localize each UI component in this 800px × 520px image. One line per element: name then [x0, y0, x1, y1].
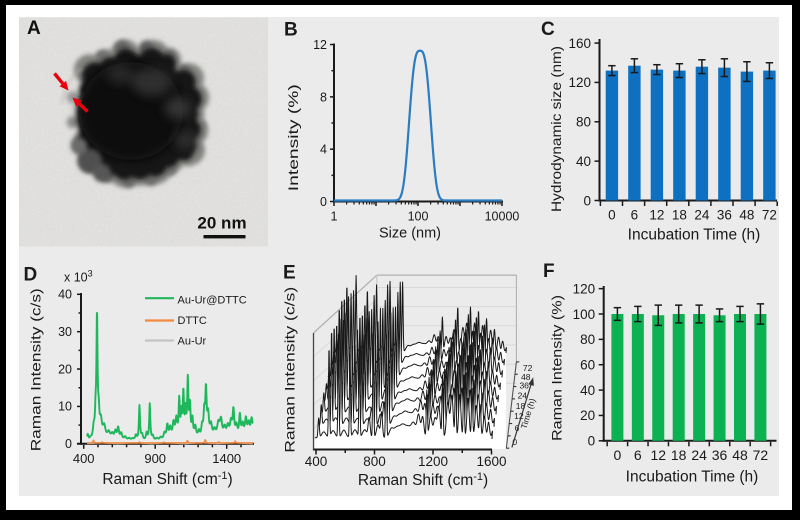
svg-text:Raman Shift (cm-1): Raman Shift (cm-1): [102, 470, 232, 488]
svg-text:Raman Shift (cm-1): Raman Shift (cm-1): [358, 471, 488, 489]
svg-text:36: 36: [712, 447, 728, 463]
svg-text:10: 10: [58, 400, 72, 414]
svg-text:24: 24: [518, 390, 528, 400]
svg-text:8: 8: [320, 90, 327, 104]
svg-text:1: 1: [331, 210, 338, 224]
svg-text:160: 160: [568, 36, 591, 51]
svg-text:400: 400: [305, 454, 328, 469]
svg-text:Au-Ur@DTTC: Au-Ur@DTTC: [178, 295, 247, 307]
svg-text:6: 6: [634, 447, 642, 463]
svg-text:D: D: [24, 264, 38, 285]
svg-text:0: 0: [608, 207, 616, 222]
svg-text:x 103: x 103: [64, 269, 93, 285]
svg-text:Intensity (%): Intensity (%): [285, 84, 301, 191]
svg-text:20 nm: 20 nm: [197, 214, 246, 233]
svg-text:80: 80: [580, 332, 595, 347]
svg-text:0: 0: [588, 434, 596, 449]
svg-text:24: 24: [694, 207, 710, 222]
svg-text:60: 60: [580, 358, 595, 373]
svg-text:72: 72: [753, 447, 769, 463]
svg-text:DTTC: DTTC: [178, 315, 207, 327]
svg-text:B: B: [284, 20, 298, 41]
svg-text:0: 0: [512, 437, 517, 447]
svg-text:4: 4: [320, 143, 327, 157]
svg-text:400: 400: [73, 451, 95, 466]
svg-text:72: 72: [762, 207, 777, 222]
svg-text:1600: 1600: [476, 454, 506, 469]
svg-text:Au-Ur: Au-Ur: [178, 336, 207, 348]
svg-text:36: 36: [519, 381, 529, 391]
svg-text:6: 6: [631, 207, 639, 222]
svg-text:800: 800: [363, 454, 386, 469]
svg-text:18: 18: [671, 447, 687, 463]
svg-text:24: 24: [691, 447, 707, 463]
svg-text:F: F: [543, 261, 555, 282]
svg-text:40: 40: [580, 383, 595, 398]
svg-text:Hydrodynamic size (nm): Hydrodynamic size (nm): [548, 46, 564, 212]
svg-text:12: 12: [514, 411, 524, 421]
svg-text:72: 72: [523, 363, 533, 373]
svg-text:80: 80: [576, 115, 591, 130]
svg-text:18: 18: [516, 401, 526, 411]
svg-text:120: 120: [573, 281, 596, 296]
svg-text:A: A: [27, 18, 41, 39]
svg-text:48: 48: [739, 207, 754, 222]
svg-text:120: 120: [568, 75, 591, 90]
svg-text:E: E: [283, 263, 296, 284]
svg-text:Incubation Time (h): Incubation Time (h): [626, 468, 759, 485]
svg-text:0: 0: [614, 447, 622, 463]
svg-text:20: 20: [580, 408, 595, 423]
svg-text:100: 100: [573, 307, 596, 322]
svg-text:Incubation Time (h): Incubation Time (h): [628, 226, 761, 243]
svg-text:40: 40: [576, 154, 591, 169]
svg-text:36: 36: [717, 207, 732, 222]
svg-text:100: 100: [408, 210, 429, 224]
svg-text:48: 48: [732, 447, 748, 463]
svg-text:30: 30: [58, 325, 72, 339]
svg-text:18: 18: [672, 207, 687, 222]
svg-text:Raman Intensity (c/s): Raman Intensity (c/s): [282, 287, 298, 453]
svg-text:10000: 10000: [485, 210, 520, 224]
svg-text:Raman Intensity (%): Raman Intensity (%): [549, 295, 565, 441]
svg-text:1200: 1200: [418, 454, 448, 469]
svg-text:C: C: [541, 19, 555, 40]
svg-text:1400: 1400: [212, 451, 241, 466]
svg-text:20: 20: [58, 362, 72, 376]
svg-text:0: 0: [320, 195, 327, 209]
svg-text:Raman Intensity (c/s): Raman Intensity (c/s): [28, 288, 44, 451]
svg-text:12: 12: [313, 38, 327, 52]
svg-text:0: 0: [65, 437, 72, 451]
svg-text:48: 48: [521, 372, 531, 382]
svg-text:12: 12: [649, 207, 664, 222]
svg-text:0: 0: [583, 193, 591, 208]
svg-text:40: 40: [58, 288, 72, 302]
svg-text:Size (nm): Size (nm): [379, 226, 441, 242]
svg-text:900: 900: [144, 451, 166, 466]
svg-text:12: 12: [650, 447, 666, 463]
